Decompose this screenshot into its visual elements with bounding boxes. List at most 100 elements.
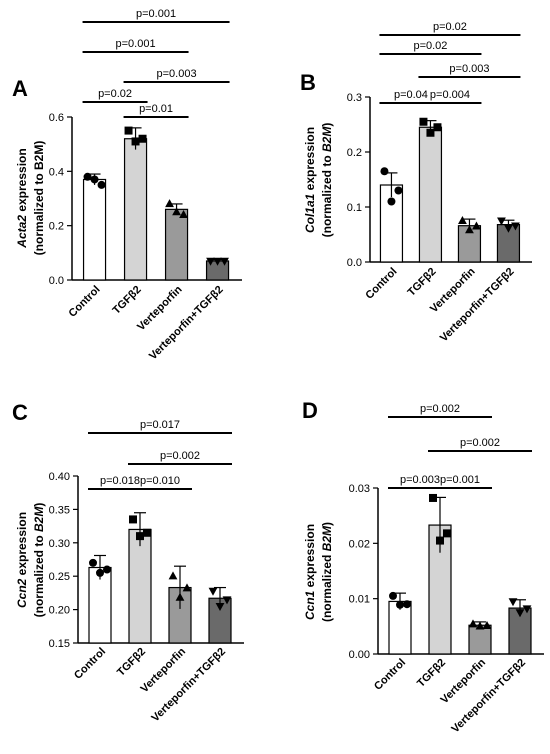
panel-letter: C — [12, 400, 28, 425]
data-point — [387, 197, 396, 206]
data-point — [103, 565, 111, 574]
data-point — [468, 619, 478, 628]
y-tick-label: 0.40 — [49, 471, 70, 483]
category-label: Control — [363, 266, 399, 302]
data-point — [465, 225, 474, 234]
p-value-label: p=0.001 — [440, 474, 480, 486]
data-point — [482, 620, 492, 629]
data-point — [206, 257, 215, 266]
bar-2 — [164, 208, 189, 281]
panel-letter: D — [302, 398, 318, 423]
bar-1 — [418, 126, 443, 263]
data-point — [213, 257, 222, 266]
category-label: Control — [67, 284, 103, 320]
panel-c: C 0.15 0.20 0.25 0.30 0.35 0.40 Ccn2 expression… — [12, 400, 244, 724]
y-tick-label: 0.00 — [349, 649, 370, 661]
y-axis-label: Ccn2 expression — [15, 512, 29, 608]
y-tick-label: 0.15 — [49, 638, 70, 650]
data-point — [215, 603, 225, 612]
data-point — [497, 217, 506, 226]
y-tick-label: 0.6 — [49, 112, 64, 124]
p-value-label: p=0.02 — [98, 88, 132, 100]
p-value-label: p=0.02 — [413, 40, 447, 52]
data-point — [220, 257, 229, 266]
data-point — [222, 596, 232, 605]
data-point — [396, 600, 404, 609]
category-label: TGFβ2 — [111, 284, 144, 317]
data-point — [394, 186, 403, 195]
data-point — [129, 515, 137, 524]
data-point — [426, 128, 435, 137]
data-point — [90, 175, 99, 184]
data-point — [208, 587, 218, 596]
category-label: TGFβ2 — [115, 646, 148, 679]
y-axis-label-line2: (normalized to B2M) — [32, 141, 46, 256]
data-point — [97, 180, 106, 189]
data-point — [165, 199, 174, 208]
p-value-label: p=0.003 — [157, 68, 197, 80]
data-point — [389, 591, 397, 600]
p-value-label: p=0.002 — [420, 403, 460, 415]
y-tick-label: 0.0 — [49, 275, 64, 287]
data-point — [515, 609, 525, 618]
category-label: TGFβ2 — [405, 266, 438, 299]
y-axis-label-line2: (normalized to B2M) — [320, 123, 334, 238]
bar-2 — [468, 624, 492, 655]
y-tick-label: 0.2 — [347, 147, 362, 159]
y-axis-label-line2: (normalized to B2M) — [32, 503, 46, 618]
data-point — [429, 493, 437, 502]
p-value-label: p=0.01 — [139, 103, 173, 115]
data-point — [124, 126, 133, 135]
p-value-label: p=0.018 — [100, 475, 140, 487]
y-axis-label: Ccn1 expression — [303, 524, 317, 620]
y-tick-label: 0.1 — [347, 202, 362, 214]
data-point — [458, 215, 467, 224]
data-point — [436, 536, 444, 545]
data-point — [179, 210, 188, 218]
p-value-label: p=0.017 — [140, 419, 180, 431]
data-point — [504, 224, 513, 233]
y-tick-label: 0.03 — [349, 483, 370, 495]
data-point — [175, 592, 185, 601]
bar-0 — [82, 178, 107, 281]
data-point — [83, 172, 92, 181]
data-point — [433, 123, 442, 132]
p-value-label: p=0.003 — [400, 474, 440, 486]
data-point — [443, 529, 451, 538]
data-point — [131, 137, 140, 146]
p-value-label: p=0.001 — [116, 38, 156, 50]
y-tick-label: 0.30 — [49, 538, 70, 550]
data-point — [143, 528, 151, 537]
p-value-label: p=0.003 — [449, 63, 489, 75]
category-label: Control — [72, 646, 108, 682]
data-point — [508, 598, 518, 607]
category-label: Verteporfin+TGFβ2 — [449, 657, 528, 736]
data-point — [89, 558, 97, 567]
y-tick-label: 0.01 — [349, 594, 370, 606]
data-point — [96, 568, 104, 577]
y-tick-label: 0.25 — [49, 571, 70, 583]
data-point — [511, 222, 520, 231]
panel-d: D 0.00 0.01 0.02 0.03 Ccn1 expression (normali… — [302, 398, 544, 735]
y-axis-label: Col1a1 expression — [303, 127, 317, 233]
y-tick-label: 0.0 — [347, 257, 362, 269]
y-tick-label: 0.20 — [49, 605, 70, 617]
p-value-label: p=0.001 — [136, 8, 176, 20]
p-value-label: p=0.010 — [140, 475, 180, 487]
panel-letter: A — [12, 76, 28, 101]
y-tick-label: 0.4 — [49, 166, 64, 178]
p-value-label: p=0.002 — [460, 437, 500, 449]
y-axis-label: Acta2 expression — [15, 148, 29, 248]
data-point — [522, 605, 532, 614]
panel-b: B 0.0 0.1 0.2 0.3 Col1a1 expression (normalize… — [300, 21, 532, 344]
p-value-label: p=0.002 — [160, 450, 200, 462]
data-point — [475, 621, 485, 630]
data-point — [136, 532, 144, 541]
data-point — [472, 221, 481, 230]
data-point — [380, 167, 389, 176]
panel-letter: B — [300, 70, 316, 95]
data-point — [419, 117, 428, 126]
y-tick-label: 0.2 — [49, 221, 64, 233]
category-label: Verteporfin+TGFβ2 — [147, 284, 226, 363]
